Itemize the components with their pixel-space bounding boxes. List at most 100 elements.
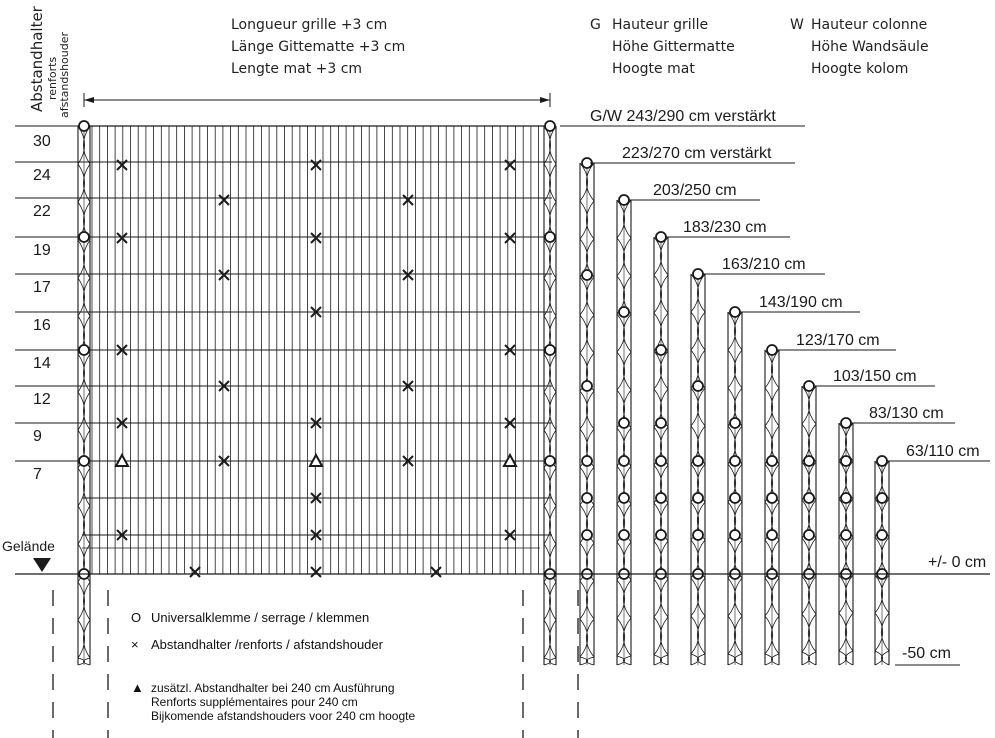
post-twist bbox=[579, 162, 595, 666]
clamp-marker bbox=[655, 455, 667, 467]
clamp-marker bbox=[655, 529, 667, 541]
post-twist bbox=[616, 199, 632, 666]
spacer-cross bbox=[504, 232, 516, 244]
post-twist bbox=[727, 311, 743, 666]
cross-icon: × bbox=[131, 637, 139, 652]
clamp-marker bbox=[766, 344, 778, 356]
legend-extra-line-de: zusätzl. Abstandhalter bei 240 cm Ausfüh… bbox=[151, 681, 395, 695]
mesh-length-caption: Longueur grille +3 cm Länge Gittematte +… bbox=[231, 14, 405, 80]
clamp-marker bbox=[544, 344, 556, 356]
clamp-marker bbox=[692, 268, 704, 280]
clamp-marker bbox=[655, 417, 667, 429]
spacing-label: 17 bbox=[33, 279, 51, 296]
spacer-cross bbox=[116, 159, 128, 171]
dimension-arrow-right bbox=[540, 97, 550, 103]
spacer-cross bbox=[218, 380, 230, 392]
height-label: 203/250 cm bbox=[653, 182, 737, 199]
clamp-marker bbox=[876, 492, 888, 504]
spacer-cross bbox=[504, 417, 516, 429]
clamp-marker bbox=[840, 492, 852, 504]
clamp-marker bbox=[544, 455, 556, 467]
length-line-nl: Lengte mat +3 cm bbox=[231, 61, 363, 77]
clamp-marker bbox=[618, 529, 630, 541]
legend-clamp: O Universalklemme / serrage / klemmen bbox=[131, 610, 369, 625]
post-twist bbox=[690, 273, 706, 666]
spacer-cross bbox=[402, 380, 414, 392]
spacer-cross bbox=[310, 306, 322, 318]
spacer-cross bbox=[402, 455, 414, 467]
spacer-cross bbox=[116, 417, 128, 429]
clamp-marker bbox=[78, 344, 90, 356]
clamp-marker bbox=[655, 492, 667, 504]
dimension-arrow-left bbox=[84, 97, 94, 103]
clamp-marker bbox=[618, 417, 630, 429]
column-height-caption: Hauteur colonne Höhe Wandsäule Hoogte ko… bbox=[811, 14, 929, 80]
minus-fifty-label: -50 cm bbox=[902, 645, 951, 662]
clamp-marker bbox=[655, 344, 667, 356]
spacing-label: 14 bbox=[33, 355, 51, 372]
stepped-post bbox=[690, 273, 706, 666]
clamp-marker bbox=[840, 417, 852, 429]
height-label: 83/130 cm bbox=[869, 405, 944, 422]
clamp-marker bbox=[618, 194, 630, 206]
grid-height-line-nl: Hoogte mat bbox=[612, 61, 695, 77]
spacer-cross bbox=[218, 455, 230, 467]
length-line-fr: Longueur grille +3 cm bbox=[231, 17, 388, 33]
stepped-post bbox=[874, 460, 890, 666]
grid-height-key-letter: G bbox=[590, 17, 601, 33]
clamp-marker bbox=[692, 455, 704, 467]
clamp-marker bbox=[544, 120, 556, 132]
clamp-icon: O bbox=[131, 610, 142, 625]
clamp-marker bbox=[692, 380, 704, 392]
spacer-cross bbox=[504, 344, 516, 356]
terrain-triangle-icon bbox=[33, 558, 51, 572]
dimension-lines bbox=[15, 93, 990, 738]
clamp-marker bbox=[729, 455, 741, 467]
post-twist bbox=[801, 385, 817, 666]
length-line-de: Länge Gittematte +3 cm bbox=[231, 39, 406, 55]
spacer-cross bbox=[116, 232, 128, 244]
spacing-label: 7 bbox=[33, 466, 42, 483]
mesh-markers bbox=[78, 120, 888, 580]
grid-height-line-de: Höhe Gittermatte bbox=[612, 39, 735, 55]
legend-clamp-text: Universalklemme / serrage / klemmen bbox=[151, 610, 370, 625]
column-height-key-letter: W bbox=[790, 17, 804, 33]
clamp-marker bbox=[729, 306, 741, 318]
spacer-cross bbox=[402, 269, 414, 281]
zero-level-label: +/- 0 cm bbox=[928, 554, 987, 571]
spacer-cross bbox=[218, 269, 230, 281]
triangle-icon: ▲ bbox=[131, 680, 144, 695]
post-right bbox=[543, 125, 557, 666]
clamp-marker bbox=[729, 417, 741, 429]
spacing-label: 30 bbox=[33, 133, 51, 150]
height-label: 143/190 cm bbox=[759, 294, 843, 311]
post-twist bbox=[874, 460, 890, 666]
clamp-marker bbox=[581, 529, 593, 541]
height-label: 123/170 cm bbox=[796, 332, 880, 349]
clamp-marker bbox=[729, 492, 741, 504]
legend-extra: ▲ zusätzl. Abstandhalter bei 240 cm Ausf… bbox=[131, 680, 415, 724]
clamp-marker bbox=[581, 455, 593, 467]
post-twist bbox=[653, 236, 669, 666]
spacing-label: 9 bbox=[33, 428, 42, 445]
clamp-marker bbox=[803, 380, 815, 392]
clamp-marker bbox=[581, 492, 593, 504]
height-label: 103/150 cm bbox=[833, 368, 917, 385]
stepped-post bbox=[579, 162, 595, 666]
clamp-marker bbox=[692, 492, 704, 504]
clamp-marker bbox=[729, 529, 741, 541]
terrain-label: Gelände bbox=[2, 538, 55, 554]
extra-spacer-triangle bbox=[114, 452, 130, 467]
legend-extra-line-fr: Renforts supplémentaires pour 240 cm bbox=[151, 695, 358, 709]
clamp-marker bbox=[78, 120, 90, 132]
clamp-marker bbox=[618, 306, 630, 318]
mesh-panel bbox=[15, 125, 552, 575]
clamp-marker bbox=[655, 231, 667, 243]
column-height-line-fr: Hauteur colonne bbox=[811, 17, 928, 33]
column-height-line-de: Höhe Wandsäule bbox=[811, 39, 929, 55]
stepped-post bbox=[801, 385, 817, 666]
stepped-post bbox=[727, 311, 743, 666]
clamp-marker bbox=[766, 492, 778, 504]
